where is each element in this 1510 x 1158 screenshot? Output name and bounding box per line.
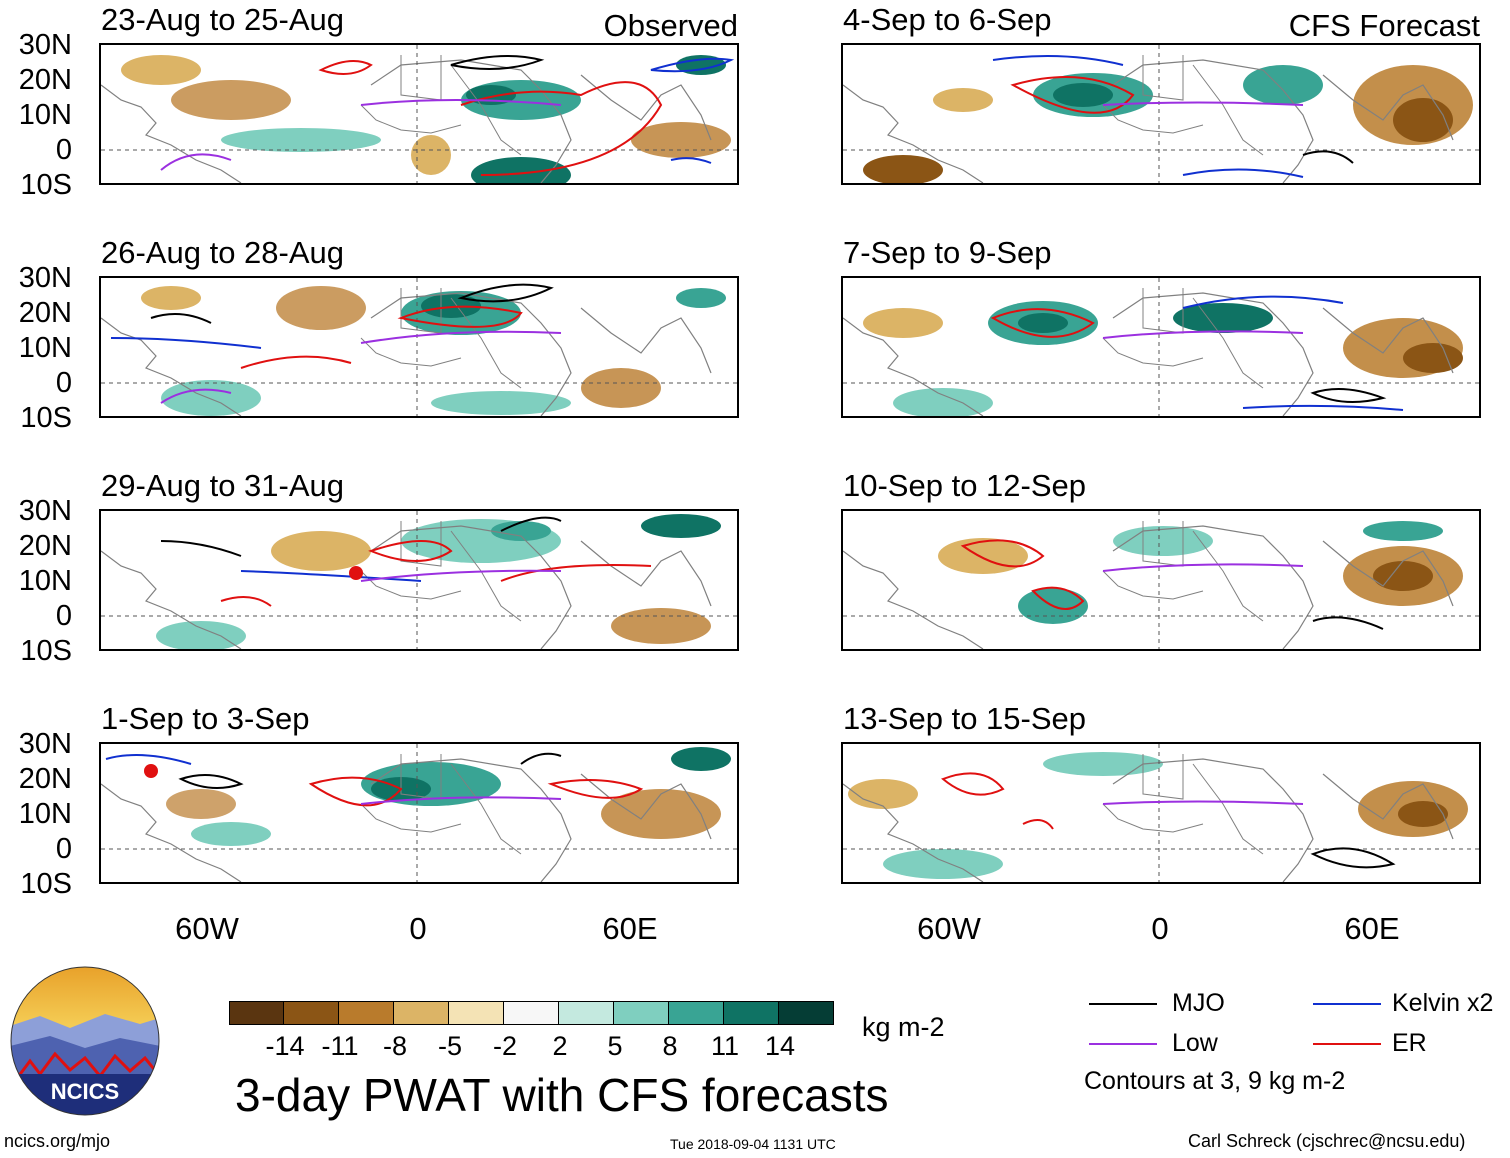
lat-label: 10S: [20, 402, 72, 434]
pwat-map: [101, 744, 737, 882]
map-panel-observed-3: [99, 509, 739, 651]
legend-line-low: [1089, 1043, 1157, 1045]
figure-title: 3-day PWAT with CFS forecasts: [235, 1069, 889, 1121]
colorbar-label: -8: [382, 1031, 407, 1061]
map-panel-observed-2: [99, 276, 739, 418]
colorbar-label: -5: [437, 1031, 462, 1061]
colorbar-swatch: [723, 1001, 780, 1025]
lon-label-right: 0: [1151, 911, 1169, 946]
pwat-map: [843, 278, 1479, 416]
map-panel-observed-4: [99, 742, 739, 884]
panel-title-forecast-2: 7-Sep to 9-Sep: [843, 235, 1052, 270]
lat-label: 20N: [18, 64, 72, 96]
colorbar-label: 2: [552, 1031, 568, 1061]
panel-title-observed-2: 26-Aug to 28-Aug: [101, 235, 345, 270]
lon-label-right: 60E: [1344, 911, 1400, 946]
pwat-map: [101, 511, 737, 649]
lat-label: 30N: [18, 262, 72, 294]
lat-label: 10S: [20, 635, 72, 667]
pwat-map: [101, 45, 737, 183]
legend-line-mjo: [1089, 1003, 1157, 1005]
map-panel-forecast-4: [841, 742, 1481, 884]
lat-label: 0: [55, 134, 72, 166]
lat-label: 10N: [18, 99, 72, 131]
lat-label: 10N: [18, 332, 72, 364]
lat-label: 10N: [18, 565, 72, 597]
colorbar-label: -14: [265, 1031, 305, 1061]
panel-title-observed-4: 1-Sep to 3-Sep: [101, 701, 310, 736]
colorbar-units: kg m-2: [862, 1012, 945, 1042]
map-panel-observed-1: [99, 43, 739, 185]
logo-text: NCICS: [51, 1079, 119, 1104]
pwat-map: [101, 278, 737, 416]
colorbar-swatch: [393, 1001, 450, 1025]
lat-label: 10S: [20, 868, 72, 900]
lon-label-left: 60W: [175, 911, 239, 946]
pwat-map: [843, 511, 1479, 649]
lon-label-right: 60W: [917, 911, 981, 946]
colorbar-swatch: [668, 1001, 725, 1025]
colorbar-swatch: [503, 1001, 560, 1025]
map-panel-forecast-3: [841, 509, 1481, 651]
legend-label-mjo: MJO: [1172, 989, 1225, 1017]
map-panel-forecast-1: [841, 43, 1481, 185]
legend-label-low: Low: [1172, 1029, 1218, 1057]
colorbar-label: 11: [710, 1031, 740, 1061]
panel-title-observed-3: 29-Aug to 31-Aug: [101, 468, 345, 503]
lat-label: 20N: [18, 530, 72, 562]
panel-title-forecast-1: 4-Sep to 6-Sep: [843, 2, 1052, 37]
legend-label-kelvin: Kelvin x2: [1392, 989, 1494, 1017]
lon-label-left: 0: [409, 911, 427, 946]
lat-label: 0: [55, 600, 72, 632]
colorbar-swatch: [778, 1001, 834, 1025]
legend-label-er: ER: [1392, 1029, 1427, 1057]
ncics-logo: NCICS: [10, 966, 160, 1116]
footer-url[interactable]: ncics.org/mjo: [4, 1131, 111, 1151]
legend-line-er: [1313, 1043, 1381, 1045]
colorbar-swatch: [229, 1001, 285, 1025]
lat-label: 30N: [18, 728, 72, 760]
pwat-map: [843, 45, 1479, 183]
colorbar-label: 8: [662, 1031, 678, 1061]
colorbar-swatch: [448, 1001, 505, 1025]
panel-title-observed-1: 23-Aug to 25-Aug: [101, 2, 345, 37]
lat-label: 30N: [18, 495, 72, 527]
colorbar-swatch: [558, 1001, 615, 1025]
lat-label: 0: [55, 833, 72, 865]
colorbar-label: 14: [764, 1031, 796, 1061]
legend-line-kelvin: [1313, 1003, 1381, 1005]
lat-label: 20N: [18, 763, 72, 795]
colorbar-swatch: [613, 1001, 670, 1025]
lat-label: 30N: [18, 29, 72, 61]
observed-label: Observed: [603, 8, 738, 43]
colorbar-swatch: [283, 1001, 340, 1025]
lat-label: 10S: [20, 169, 72, 201]
footer-credit: Carl Schreck (cjschrec@ncsu.edu): [1188, 1131, 1466, 1151]
footer-timestamp: Tue 2018-09-04 1131 UTC: [670, 1136, 836, 1152]
pwat-map: [843, 744, 1479, 882]
colorbar-label: -2: [492, 1031, 517, 1061]
legend-note: Contours at 3, 9 kg m-2: [1084, 1067, 1346, 1095]
lon-label-left: 60E: [602, 911, 658, 946]
colorbar-swatch: [338, 1001, 395, 1025]
panel-title-forecast-4: 13-Sep to 15-Sep: [843, 701, 1087, 736]
panel-title-forecast-3: 10-Sep to 12-Sep: [843, 468, 1087, 503]
map-panel-forecast-2: [841, 276, 1481, 418]
forecast-label: CFS Forecast: [1288, 8, 1480, 43]
lat-label: 10N: [18, 798, 72, 830]
colorbar-label: -11: [321, 1031, 359, 1061]
lat-label: 0: [55, 367, 72, 399]
colorbar-label: 5: [607, 1031, 623, 1061]
lat-label: 20N: [18, 297, 72, 329]
